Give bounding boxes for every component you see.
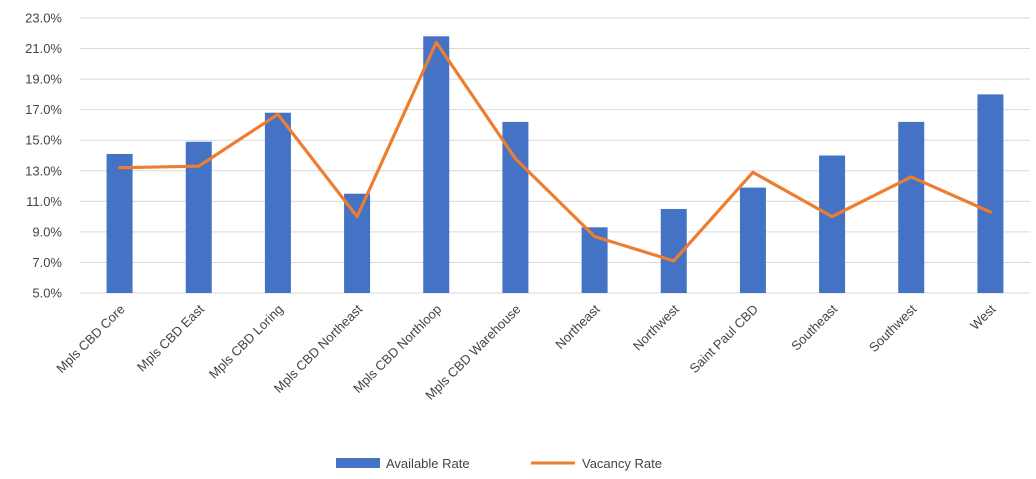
y-tick-label: 11.0% — [26, 194, 62, 209]
y-tick-label: 9.0% — [32, 224, 62, 239]
legend-label-available-rate: Available Rate — [386, 456, 470, 471]
legend-swatch-available-rate — [336, 458, 380, 468]
bar-available-rate — [898, 121, 925, 293]
bar-available-rate — [502, 121, 529, 293]
legend: Available Rate Vacancy Rate — [336, 456, 662, 471]
y-tick-label: 21.0% — [25, 41, 62, 56]
bar-available-rate — [739, 187, 766, 293]
x-category-label: Northwest — [630, 301, 682, 353]
x-axis-labels: Mpls CBD Core Mpls CBD East Mpls CBD Lorin… — [53, 301, 999, 402]
bar-available-rate — [423, 36, 450, 293]
x-category-label: Mpls CBD Northloop — [350, 302, 444, 396]
bar-available-rate — [344, 193, 371, 293]
bar-available-rate — [106, 153, 133, 293]
x-category-label: Southwest — [866, 301, 920, 355]
available-rate-bars — [106, 36, 1004, 293]
x-category-label: Southeast — [788, 301, 840, 353]
vacancy-rate-line — [117, 40, 993, 263]
y-tick-label: 5.0% — [32, 286, 62, 301]
gridlines — [80, 17, 1030, 294]
bar-available-rate — [264, 112, 291, 293]
line-vacancy-rate — [117, 40, 993, 263]
x-category-label: Northeast — [552, 301, 603, 352]
x-category-label: Mpls CBD Loring — [206, 302, 286, 382]
bar-available-rate — [977, 94, 1004, 293]
y-tick-label: 17.0% — [25, 102, 62, 117]
x-category-label: Mpls CBD East — [134, 301, 207, 374]
y-axis-ticks: 5.0% 7.0% 9.0% 11.0% 13.0% 15.0% 17.0% 19.0% 21.… — [25, 11, 62, 301]
x-category-label: West — [967, 301, 999, 333]
x-category-label: Mpls CBD Core — [53, 302, 127, 376]
y-tick-label: 19.0% — [25, 72, 62, 87]
y-tick-label: 23.0% — [25, 11, 62, 26]
y-tick-label: 7.0% — [32, 255, 62, 270]
y-tick-label: 13.0% — [25, 163, 62, 178]
y-tick-label: 15.0% — [25, 133, 62, 148]
x-category-label: Saint Paul CBD — [687, 302, 761, 376]
bar-available-rate — [819, 155, 846, 293]
x-category-label: Mpls CBD Northeast — [271, 301, 366, 396]
legend-label-vacancy-rate: Vacancy Rate — [582, 456, 662, 471]
